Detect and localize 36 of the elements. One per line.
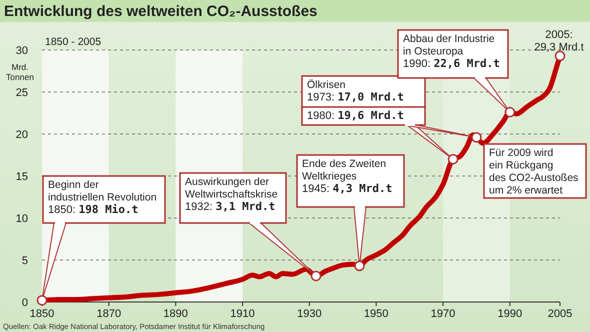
annotation: Beginn der industriellen Revolution 1850: 198 Mio.t xyxy=(48,179,157,216)
point xyxy=(554,50,566,62)
callout: 2005: 29,3 Mrd.t xyxy=(534,29,584,62)
chart-title: Entwicklung des weltweiten CO₂-Ausstoßes xyxy=(4,3,318,20)
chart-subtitle: 1850 - 2005 xyxy=(45,36,102,48)
x-tick-label: 1990 xyxy=(498,308,522,320)
y-tick-label: 10 xyxy=(16,213,28,225)
x-tick-label: 1930 xyxy=(297,308,322,320)
point xyxy=(310,270,322,282)
annotation: Ölkrisen 1973: 17,0 Mrd.t xyxy=(307,79,404,104)
annotation: 2005: 29,3 Mrd.t xyxy=(534,29,584,54)
x-tick-label: 1970 xyxy=(430,308,456,320)
y-axis-title: Mrd. Tonnen xyxy=(6,62,34,82)
point xyxy=(471,132,482,143)
point xyxy=(504,106,516,118)
point xyxy=(354,260,365,272)
annotation: Auswirkungen der Weltwirtschaftskrise 1932: 3,1 Mrd.t xyxy=(185,176,278,213)
annotation: 1980: 19,6 Mrd.t xyxy=(307,109,404,122)
x-tick-label: 2005 xyxy=(548,308,572,320)
y-tick-label: 5 xyxy=(22,255,28,267)
x-tick-label: 1950 xyxy=(364,308,388,320)
point xyxy=(448,154,458,164)
annotation: Ende des Zweiten Weltkrieges 1945: 4,3 Mrd.t xyxy=(302,158,392,195)
x-tick-label: 1890 xyxy=(163,308,188,320)
annotation: Abbau der Industrie in Osteuropa 1990: 22,6 Mrd.t xyxy=(403,33,500,70)
callout: Für 2009 wird ein Rückgang des CO2-Austoßes um 2% erwartet xyxy=(483,143,587,199)
y-tick-label: 25 xyxy=(16,87,28,99)
y-tick-label: 20 xyxy=(16,129,28,141)
x-tick-label: 1850 xyxy=(30,308,54,320)
y-tick-label: 30 xyxy=(16,45,28,57)
x-tick-label: 1870 xyxy=(96,308,122,320)
y-tick-label: 15 xyxy=(16,171,28,183)
y-tick-label: 0 xyxy=(22,297,28,309)
annotation: Für 2009 wird ein Rückgang des CO2-Austoßes um 2% erwartet xyxy=(489,147,578,196)
x-tick-label: 1910 xyxy=(230,308,255,320)
point xyxy=(36,295,48,306)
